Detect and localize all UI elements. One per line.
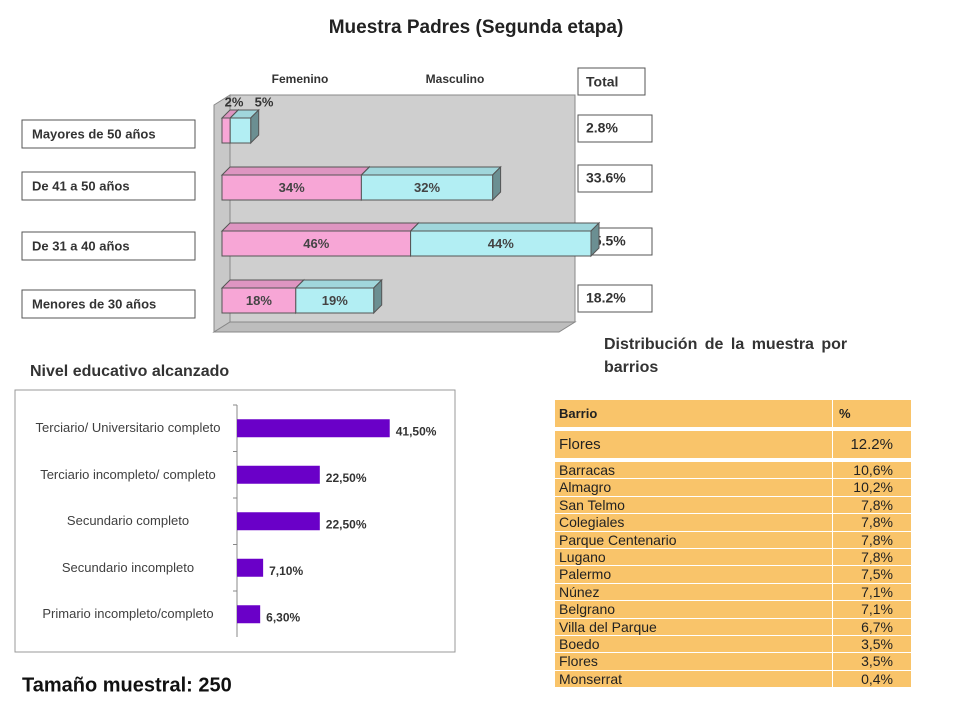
table-row: Barracas — [555, 462, 833, 480]
category-label: Terciario incompleto/ completo — [40, 466, 216, 482]
table-row: 12.2% — [833, 431, 911, 459]
table-row: 7,8% — [833, 496, 911, 515]
total-label: 18.2% — [586, 290, 626, 306]
table-row: 6,7% — [833, 618, 911, 636]
bar-top — [220, 222, 420, 232]
table-row: 7,8% — [833, 514, 911, 532]
table-row: Almagro — [555, 479, 833, 497]
value-label: 32% — [414, 180, 440, 195]
total-box — [577, 284, 653, 313]
slide-title: Muestra Padres (Segunda etapa) — [329, 17, 624, 38]
table-row: Flores — [555, 653, 833, 671]
table-row: San Telmo — [555, 496, 833, 515]
table-row: 3,5% — [833, 653, 911, 671]
category-box — [21, 171, 196, 201]
category-label: Mayores de 50 años — [32, 126, 156, 141]
table-header: % — [833, 400, 911, 428]
value-label: 19% — [322, 293, 348, 308]
category-box — [21, 119, 196, 149]
bar-top — [220, 279, 306, 289]
bar — [221, 230, 412, 257]
table-row: 10,6% — [833, 462, 911, 480]
bar — [221, 117, 231, 144]
value-label: 5% — [255, 94, 274, 109]
floor — [212, 321, 577, 333]
category-label: Secundario completo — [66, 513, 190, 529]
bar — [237, 512, 320, 531]
table-row: 7,8% — [833, 549, 911, 567]
category-label: Primario incompleto/completo — [42, 606, 214, 622]
total-header: Total — [586, 74, 618, 90]
table-row: Parque Centenario — [555, 531, 833, 549]
category-box — [21, 289, 196, 319]
table-row: 10,2% — [833, 479, 911, 497]
bar-top — [294, 279, 383, 289]
value-label: 46% — [303, 236, 329, 251]
value-label: 22,50% — [326, 517, 367, 531]
bar — [229, 117, 252, 144]
total-label: 2.8% — [586, 120, 618, 136]
table-row: Boedo — [555, 636, 833, 654]
value-label: 6,30% — [266, 610, 300, 624]
table-row: 7,8% — [833, 531, 911, 549]
bar — [295, 287, 375, 314]
bar-top — [409, 222, 601, 232]
bar — [237, 465, 320, 484]
table-row: Palermo — [555, 566, 833, 584]
total-header-box — [577, 67, 646, 96]
category-label: De 41 a 50 años — [32, 178, 130, 193]
chart-title: Nivel educativo alcanzado — [30, 363, 229, 380]
table-row: Núnez — [555, 583, 833, 602]
table-row: Belgrano — [555, 601, 833, 619]
bar-top — [360, 166, 502, 176]
table-row: Colegiales — [555, 514, 833, 532]
value-label: 41,50% — [396, 424, 437, 438]
total-label: 33.6% — [586, 170, 626, 186]
footer: Tamaño muestral: 250 — [22, 674, 232, 696]
bar — [410, 230, 592, 257]
table-row: Monserrat — [555, 670, 833, 689]
table-row: Lugano — [555, 549, 833, 567]
table-row: Villa del Parque — [555, 618, 833, 636]
table-header: Barrio — [555, 400, 833, 428]
value-label: 18% — [246, 293, 272, 308]
category-label: Secundario incompleto — [61, 559, 195, 575]
bar — [237, 605, 261, 624]
bar — [360, 174, 494, 201]
legend-label: Femenino — [272, 72, 329, 86]
bar-top — [220, 166, 371, 176]
table-row: 3,5% — [833, 636, 911, 654]
table-row: 7,1% — [833, 601, 911, 619]
table-row: 7,1% — [833, 583, 911, 602]
category-label: Terciario/ Universitario completo — [35, 420, 221, 436]
value-label: 44% — [488, 236, 514, 251]
value-label: 7,10% — [269, 564, 303, 578]
table-row: Flores — [555, 431, 833, 459]
category-label: De 31 a 40 años — [32, 238, 130, 253]
value-label: 2% — [225, 94, 244, 109]
total-box — [577, 164, 653, 193]
bar — [221, 174, 362, 201]
bar — [237, 419, 390, 438]
category-label: Menores de 30 años — [32, 296, 156, 311]
legend-label: Masculino — [426, 72, 485, 86]
value-label: 22,50% — [326, 471, 367, 485]
total-box — [577, 114, 653, 143]
table-row: 0,4% — [833, 670, 911, 689]
table-row: 7,5% — [833, 566, 911, 584]
table-title: Distribución de la muestra por barrios — [604, 336, 848, 376]
category-box — [21, 231, 196, 261]
bar — [237, 558, 264, 577]
value-label: 34% — [279, 180, 305, 195]
